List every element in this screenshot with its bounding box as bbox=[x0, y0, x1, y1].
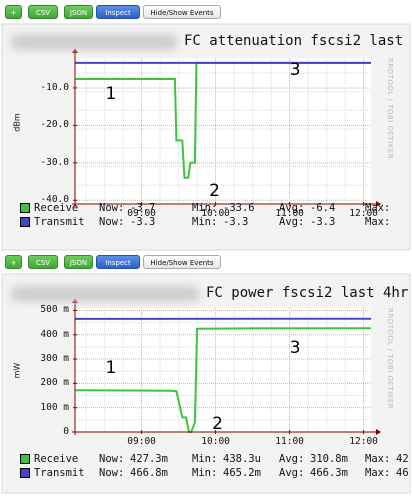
legend-now-label: Now: bbox=[99, 467, 124, 479]
graph2-title-redaction bbox=[10, 286, 200, 302]
graph2-title: FC power fscsi2 last 4hr bbox=[206, 285, 408, 301]
legend-now-label: Now: bbox=[99, 202, 124, 214]
legend-max-label: Max: bbox=[365, 467, 390, 479]
legend-avg-label: Avg: bbox=[279, 202, 304, 214]
x-tick-label: 09:00 bbox=[122, 436, 162, 447]
legend-max: 42 bbox=[396, 453, 409, 465]
legend-min: -33.6 bbox=[223, 202, 255, 214]
hide-show-events-button[interactable]: Hide/Show Events bbox=[143, 255, 221, 269]
legend-row-receive: Receive Now: -3.7 Min: -33.6 Avg: -6.4 Max: bbox=[20, 202, 412, 215]
annotation-label: 3 bbox=[290, 60, 301, 80]
y-tick-label: 300 m bbox=[13, 353, 69, 364]
graph1-panel: FC attenuation fscsi2 last dBm RRDTOOL /… bbox=[0, 22, 412, 252]
graph2-watermark: RRDTOOL / TOBI OETIKER bbox=[386, 308, 394, 409]
graph2-panel: FC power fscsi2 last 4hr mW RRDTOOL / TO… bbox=[0, 272, 412, 502]
json-button[interactable]: JSON bbox=[64, 5, 93, 19]
legend-name: Receive bbox=[34, 453, 78, 465]
x-tick-label: 11:00 bbox=[270, 436, 310, 447]
legend-min-label: Min: bbox=[192, 202, 217, 214]
csv-button[interactable]: CSV bbox=[28, 255, 58, 269]
legend-name: Transmit bbox=[34, 216, 85, 228]
legend-min: -3.3 bbox=[223, 216, 248, 228]
graph1-title-redaction bbox=[10, 34, 178, 50]
legend-max-label: Max: bbox=[365, 216, 390, 228]
legend-max: 46 bbox=[396, 467, 409, 479]
legend-swatch bbox=[20, 217, 30, 227]
legend-row-transmit: Transmit Now: -3.3 Min: -3.3 Avg: -3.3 Max: bbox=[20, 216, 412, 229]
legend-row-transmit: Transmit Now: 466.8m Min: 465.2m Avg: 466.3m Ma… bbox=[20, 467, 412, 480]
legend-max-label: Max: bbox=[365, 453, 390, 465]
y-tick-label: 200 m bbox=[13, 377, 69, 388]
x-tick-label: 10:00 bbox=[196, 436, 236, 447]
inspect-button[interactable]: Inspect bbox=[96, 5, 140, 19]
legend-now: -3.3 bbox=[130, 216, 155, 228]
legend-name: Receive bbox=[34, 202, 78, 214]
legend-avg-label: Avg: bbox=[279, 467, 304, 479]
graph1-title: FC attenuation fscsi2 last bbox=[184, 33, 403, 49]
legend-row-receive: Receive Now: 427.3m Min: 438.3u Avg: 310.8m Max… bbox=[20, 453, 412, 466]
legend-min: 465.2m bbox=[223, 467, 261, 479]
csv-button[interactable]: CSV bbox=[28, 5, 58, 19]
legend-min: 438.3u bbox=[223, 453, 261, 465]
annotation-label: 1 bbox=[106, 84, 117, 104]
annotation-label: 3 bbox=[290, 338, 301, 358]
hide-show-events-button[interactable]: Hide/Show Events bbox=[143, 5, 221, 19]
legend-swatch bbox=[20, 454, 30, 464]
y-tick-label: -20.0 bbox=[13, 119, 69, 130]
y-tick-label: 100 m bbox=[13, 402, 69, 413]
legend-avg-label: Avg: bbox=[279, 453, 304, 465]
inspect-button[interactable]: Inspect bbox=[96, 255, 140, 269]
legend-avg: 466.3m bbox=[310, 467, 348, 479]
y-tick-label: 0 bbox=[13, 426, 69, 437]
annotation-label: 2 bbox=[212, 414, 223, 434]
legend-swatch bbox=[20, 468, 30, 478]
legend-max-label: Max: bbox=[365, 202, 390, 214]
graph1-watermark: RRDTOOL / TOBI OETIKER bbox=[386, 58, 394, 159]
legend-swatch bbox=[20, 203, 30, 213]
legend-avg: -3.3 bbox=[310, 216, 335, 228]
graph2-toolbar: + CSV JSON Inspect Hide/Show Events bbox=[5, 255, 405, 271]
annotation-label: 2 bbox=[209, 181, 220, 201]
json-button[interactable]: JSON bbox=[64, 255, 93, 269]
annotation-label: 1 bbox=[106, 358, 117, 378]
legend-now-label: Now: bbox=[99, 453, 124, 465]
legend-min-label: Min: bbox=[192, 216, 217, 228]
legend-now: 427.3m bbox=[130, 453, 168, 465]
legend-avg: 310.8m bbox=[310, 453, 348, 465]
y-tick-label: -10.0 bbox=[13, 82, 69, 93]
legend-now: -3.7 bbox=[130, 202, 155, 214]
legend-avg-label: Avg: bbox=[279, 216, 304, 228]
legend-name: Transmit bbox=[34, 467, 85, 479]
x-tick-label: 12:00 bbox=[344, 436, 384, 447]
y-tick-label: -30.0 bbox=[13, 157, 69, 168]
add-button[interactable]: + bbox=[5, 5, 22, 19]
legend-now: 466.8m bbox=[130, 467, 168, 479]
legend-min-label: Min: bbox=[192, 453, 217, 465]
y-tick-label: 500 m bbox=[13, 304, 69, 315]
legend-min-label: Min: bbox=[192, 467, 217, 479]
add-button[interactable]: + bbox=[5, 255, 22, 269]
legend-avg: -6.4 bbox=[310, 202, 335, 214]
legend-now-label: Now: bbox=[99, 216, 124, 228]
graph1-toolbar: + CSV JSON Inspect Hide/Show Events bbox=[5, 5, 405, 21]
y-tick-label: 400 m bbox=[13, 329, 69, 340]
